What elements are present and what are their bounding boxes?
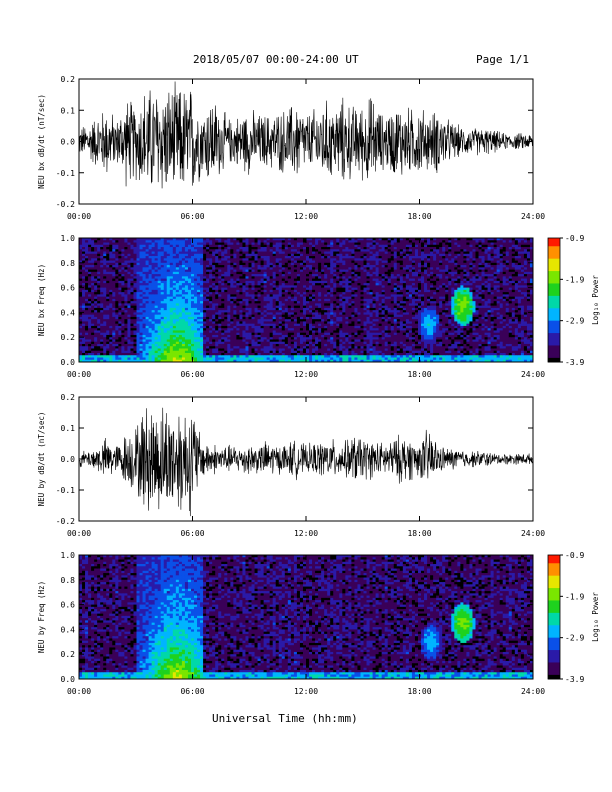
y-tick-label: 0.1 bbox=[61, 424, 76, 433]
y-tick-label: -0.2 bbox=[56, 517, 75, 526]
colorbar-tick-label: -0.9 bbox=[565, 234, 584, 243]
colorbar-tick-label: -1.9 bbox=[565, 592, 584, 601]
x-tick-label: 06:00 bbox=[180, 529, 204, 538]
page-number-label: Page 1/1 bbox=[476, 53, 529, 66]
y-tick-label: 0.6 bbox=[61, 601, 76, 610]
x-tick-label: 06:00 bbox=[180, 687, 204, 696]
colorbar-tick-label: -1.9 bbox=[565, 275, 584, 284]
colorbar-tick-label: -3.9 bbox=[565, 358, 584, 367]
x-tick-label: 00:00 bbox=[67, 212, 91, 221]
y-tick-label: 0.4 bbox=[61, 625, 76, 634]
y-tick-label: 0.0 bbox=[61, 455, 76, 464]
y-tick-label: 1.0 bbox=[61, 234, 76, 243]
y-tick-label: 0.4 bbox=[61, 308, 76, 317]
x-tick-label: 18:00 bbox=[407, 687, 431, 696]
y-tick-label: 0.1 bbox=[61, 106, 76, 115]
y-tick-label: 0.0 bbox=[61, 675, 76, 684]
heatmap-by-spectrogram bbox=[79, 555, 534, 680]
colorbar-tick-label: -2.9 bbox=[565, 317, 584, 326]
x-tick-label: 18:00 bbox=[407, 529, 431, 538]
x-tick-label: 00:00 bbox=[67, 687, 91, 696]
y-tick-label: 0.2 bbox=[61, 650, 76, 659]
series-trace-bx-dbdt bbox=[79, 81, 533, 189]
x-tick-label: 00:00 bbox=[67, 529, 91, 538]
y-axis-label: NEU by dB/dt (nT/sec) bbox=[37, 412, 46, 507]
series-trace-by-dbdt bbox=[79, 407, 533, 517]
x-tick-label: 00:00 bbox=[67, 370, 91, 379]
x-tick-label: 24:00 bbox=[521, 687, 545, 696]
page-title: 2018/05/07 00:00-24:00 UT bbox=[193, 53, 359, 66]
x-tick-label: 12:00 bbox=[294, 212, 318, 221]
y-axis-label: NEU by Freq (Hz) bbox=[37, 581, 46, 653]
y-tick-label: -0.2 bbox=[56, 200, 75, 209]
y-tick-label: 0.6 bbox=[61, 284, 76, 293]
x-tick-label: 24:00 bbox=[521, 370, 545, 379]
x-tick-label: 12:00 bbox=[294, 370, 318, 379]
heatmap-bx-spectrogram bbox=[79, 238, 534, 363]
x-tick-label: 12:00 bbox=[294, 529, 318, 538]
x-tick-label: 24:00 bbox=[521, 529, 545, 538]
colorbar-tick-label: -3.9 bbox=[565, 675, 584, 684]
colorbar-label: Log₁₀ Power bbox=[591, 592, 600, 642]
x-tick-label: 12:00 bbox=[294, 687, 318, 696]
y-tick-label: 0.0 bbox=[61, 358, 76, 367]
y-tick-label: 0.2 bbox=[61, 75, 76, 84]
y-tick-label: 0.8 bbox=[61, 259, 76, 268]
y-tick-label: 0.2 bbox=[61, 333, 76, 342]
y-tick-label: -0.1 bbox=[56, 169, 75, 178]
colorbar-tick-label: -2.9 bbox=[565, 634, 584, 643]
y-axis-label: NEU bx dB/dt (nT/sec) bbox=[37, 94, 46, 189]
colorbar-label: Log₁₀ Power bbox=[591, 275, 600, 325]
y-tick-label: -0.1 bbox=[56, 486, 75, 495]
x-tick-label: 18:00 bbox=[407, 370, 431, 379]
y-tick-label: 0.0 bbox=[61, 138, 76, 147]
x-axis-title: Universal Time (hh:mm) bbox=[212, 712, 358, 725]
y-tick-label: 0.2 bbox=[61, 393, 76, 402]
colorbar bbox=[547, 237, 561, 363]
x-tick-label: 06:00 bbox=[180, 370, 204, 379]
colorbar bbox=[547, 554, 561, 680]
x-tick-label: 24:00 bbox=[521, 212, 545, 221]
x-tick-label: 18:00 bbox=[407, 212, 431, 221]
colorbar-tick-label: -0.9 bbox=[565, 551, 584, 560]
y-tick-label: 1.0 bbox=[61, 551, 76, 560]
y-tick-label: 0.8 bbox=[61, 576, 76, 585]
x-tick-label: 06:00 bbox=[180, 212, 204, 221]
y-axis-label: NEU bx Freq (Hz) bbox=[37, 264, 46, 336]
